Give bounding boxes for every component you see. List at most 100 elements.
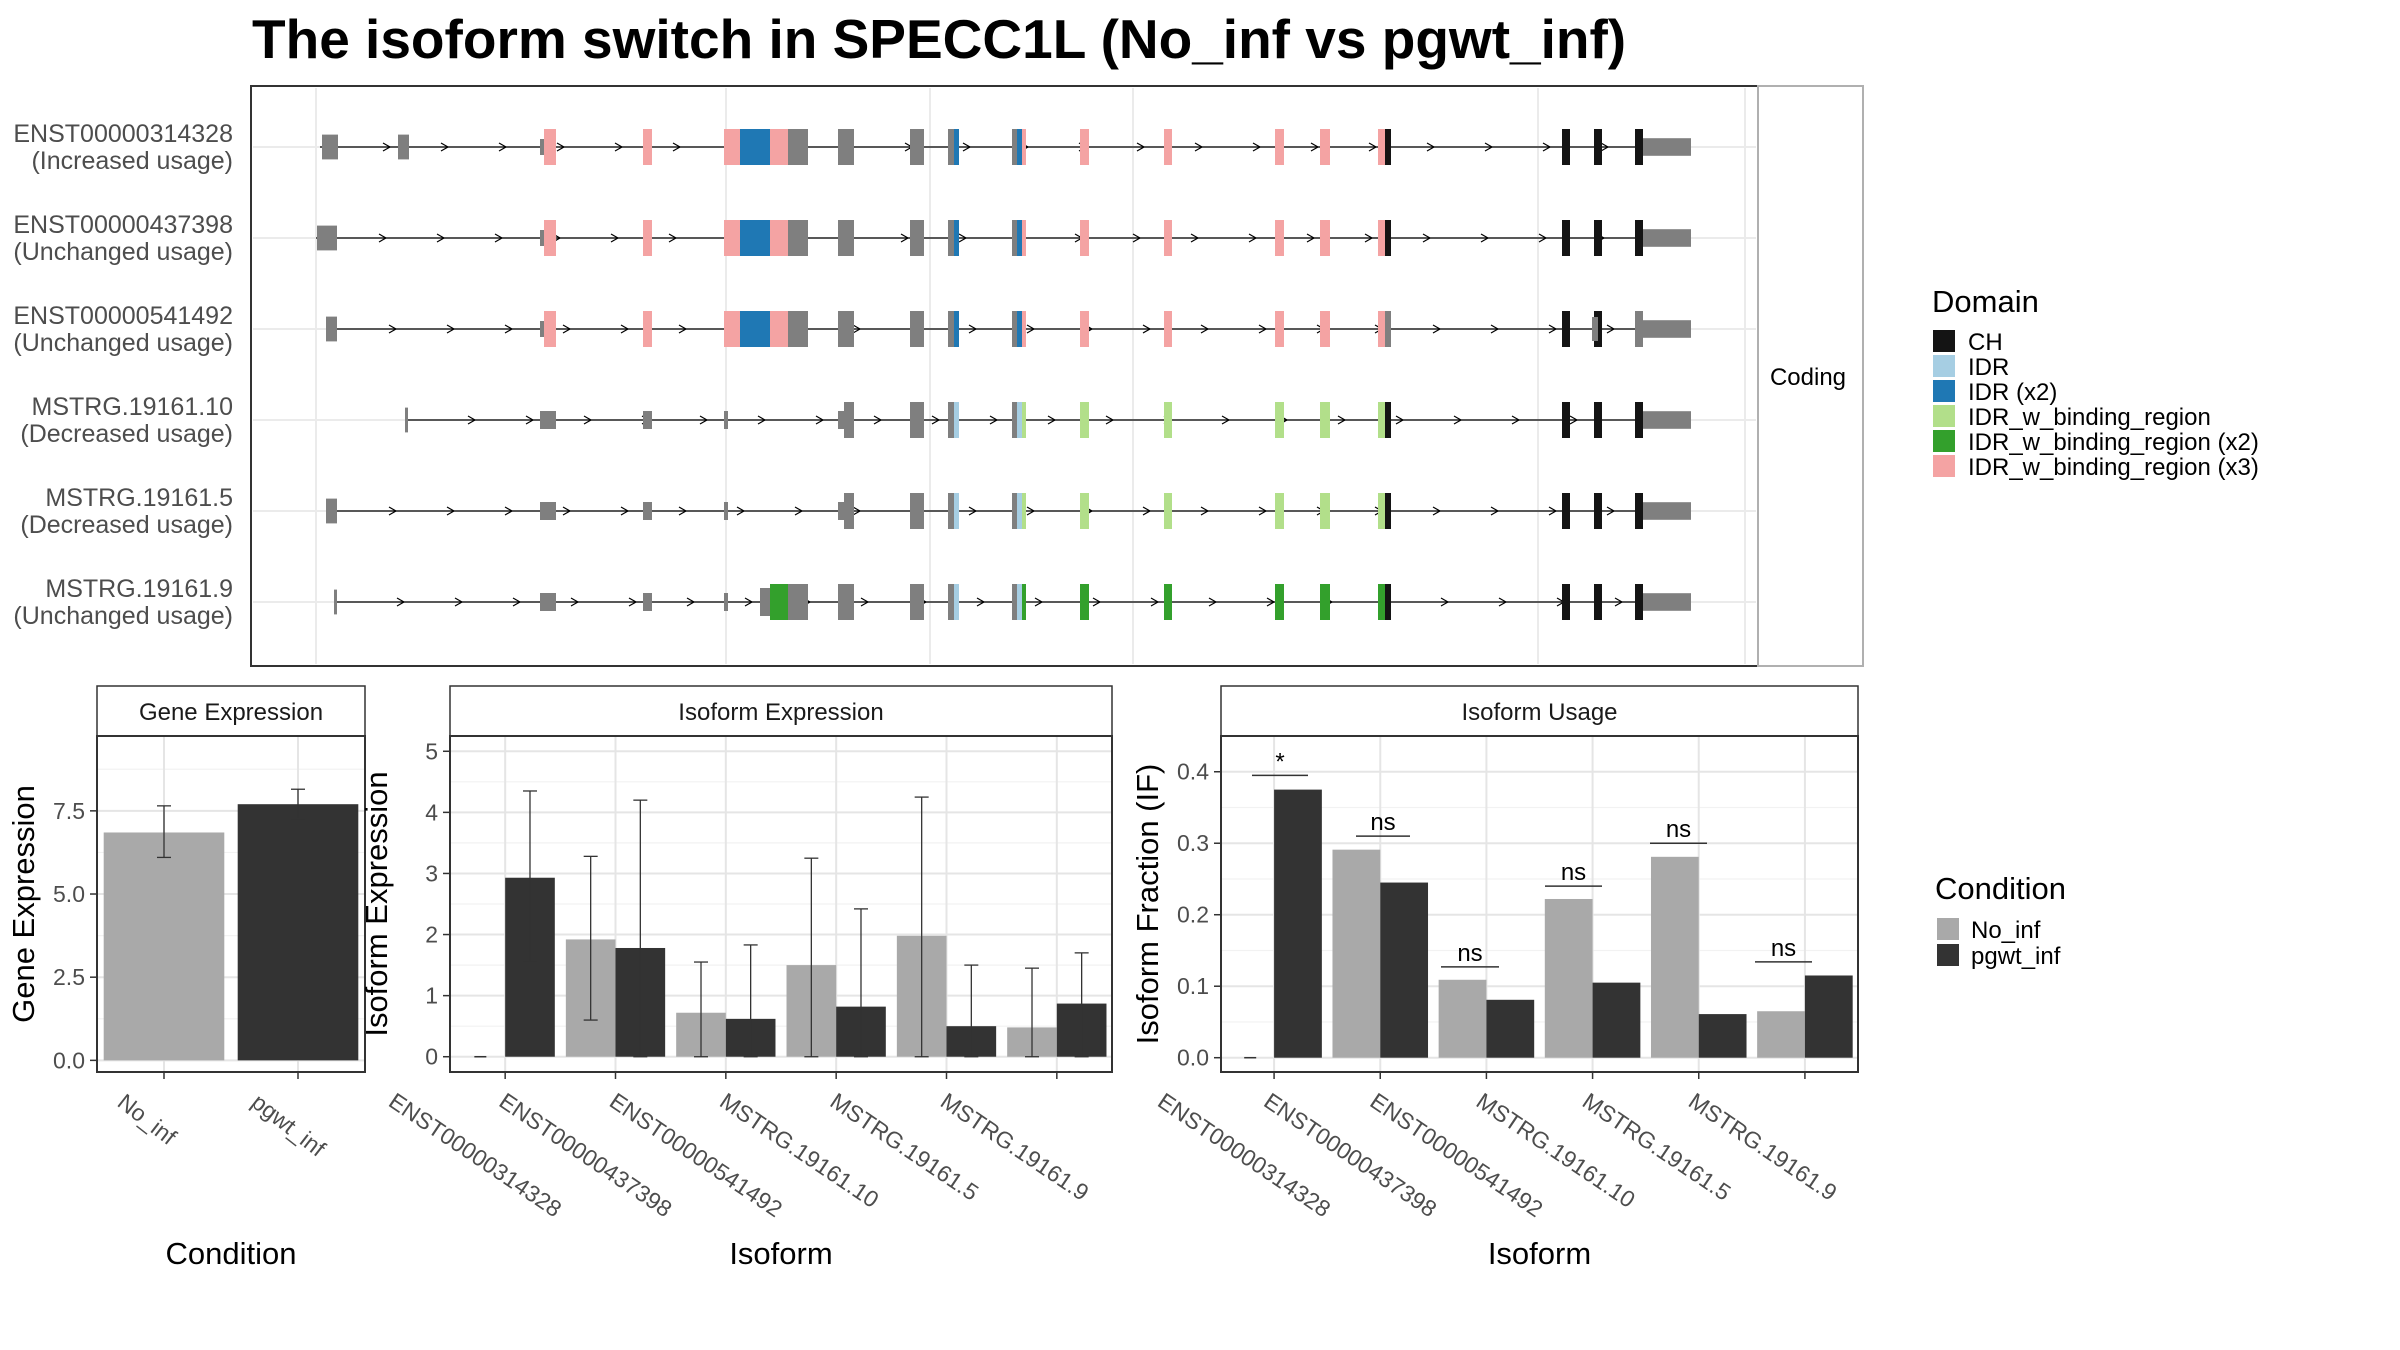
transcript-MSTRG.19161.9 — [334, 584, 1691, 620]
intron-arrow — [454, 597, 464, 607]
domain-ch — [1635, 402, 1643, 438]
intron-arrow — [388, 324, 398, 334]
domain-legend-label: CH — [1968, 329, 2003, 356]
x-axis-title: Condition — [166, 1236, 297, 1271]
domain-idr-w-binding-region-x2- — [1080, 584, 1089, 620]
intron-arrow — [1208, 597, 1218, 607]
bar-no_inf — [1438, 979, 1487, 1058]
intron-arrow — [976, 597, 986, 607]
intron-arrow — [1221, 415, 1231, 425]
intron-arrow — [1538, 233, 1548, 243]
intron-arrow — [1266, 597, 1276, 607]
exon — [540, 502, 556, 520]
domain-ch — [1385, 129, 1391, 165]
exon — [1012, 129, 1017, 165]
isoform-usage-label: (Decreased usage) — [20, 511, 233, 539]
domain-idr-w-binding-region-x3- — [1320, 129, 1330, 165]
domain-idr-w-binding-region-x3- — [544, 129, 556, 165]
intron-arrow — [620, 506, 630, 516]
intron-arrow — [436, 233, 446, 243]
transcript-ENST00000437398 — [316, 220, 1691, 256]
significance-label: ns — [1370, 809, 1395, 836]
exon — [724, 502, 728, 520]
domain-idr-x2- — [1017, 129, 1022, 165]
isoform-row-label: ENST00000314328 — [13, 120, 233, 148]
exon — [910, 493, 924, 529]
domain-idr-w-binding-region-x3- — [1080, 129, 1089, 165]
panel-border — [96, 735, 366, 1073]
intron-arrow — [668, 233, 678, 243]
domain-idr-w-binding-region-x3- — [1080, 311, 1089, 347]
exon — [1012, 311, 1017, 347]
bar-pgwt_inf — [1486, 999, 1535, 1058]
intron-arrow — [1200, 506, 1210, 516]
intron-arrow — [815, 415, 825, 425]
intron-arrow — [699, 415, 709, 425]
intron-arrow — [678, 506, 688, 516]
intron-arrow — [614, 142, 624, 152]
domain-idr-w-binding-region — [1080, 493, 1089, 529]
exon — [838, 411, 844, 429]
domain-idr-w-binding-region-x3- — [724, 129, 740, 165]
isoform-usage-label: (Unchanged usage) — [13, 602, 233, 630]
bar-no_inf — [103, 832, 225, 1061]
domain-idr-w-binding-region-x3- — [770, 129, 788, 165]
exon — [844, 402, 854, 438]
exon — [910, 129, 924, 165]
domain-idr-w-binding-region-x3- — [1320, 311, 1330, 347]
intron-arrow — [1142, 506, 1152, 516]
intron-arrow — [382, 142, 392, 152]
intron-arrow — [440, 142, 450, 152]
domain-ch — [1562, 584, 1570, 620]
intron-arrow — [873, 415, 883, 425]
y-tick-label: 0.3 — [1177, 830, 1209, 856]
intron-arrow — [1136, 142, 1146, 152]
intron-arrow — [1306, 233, 1316, 243]
exon — [1643, 320, 1691, 338]
intron-arrow — [1150, 597, 1160, 607]
x-tick-label: ENST00000541492 — [1366, 1088, 1548, 1223]
domain-idr — [1017, 493, 1022, 529]
intron-arrow — [494, 233, 504, 243]
isoform-usage-label: (Unchanged usage) — [13, 238, 233, 266]
domain-idr-x2- — [1017, 311, 1022, 347]
isoform-row-label: MSTRG.19161.9 — [45, 575, 233, 603]
domain-ch — [1635, 220, 1643, 256]
isoform-usage-panel: Isoform Usage 0.0 0.1 0.2 0.3 0.4 ENST00000314… — [1130, 685, 1859, 1271]
bar-pgwt_inf — [1804, 975, 1853, 1058]
domain-idr-w-binding-region — [1378, 493, 1385, 529]
y-axis-title: Isoform Fraction (IF) — [1130, 764, 1165, 1045]
isoform-usage-label: (Increased usage) — [31, 147, 233, 175]
transcript-MSTRG.19161.10 — [405, 402, 1691, 438]
intron-arrow — [736, 506, 746, 516]
bar-pgwt_inf — [1698, 1014, 1747, 1058]
intron-arrow — [1422, 233, 1432, 243]
domain-ch — [1594, 220, 1602, 256]
bar-pgwt_inf — [1274, 789, 1322, 1058]
domain-ch — [1594, 493, 1602, 529]
intron-arrow — [1498, 597, 1508, 607]
panel-title: Isoform Usage — [1461, 699, 1617, 726]
exon — [1012, 220, 1017, 256]
domain-ch — [1562, 220, 1570, 256]
domain-idr — [954, 584, 959, 620]
intron-arrow — [1511, 415, 1521, 425]
exon — [788, 129, 808, 165]
intron-arrow — [852, 506, 862, 516]
intron-arrow — [1092, 597, 1102, 607]
x-tick-label: ENST00000314328 — [1153, 1088, 1335, 1223]
intron-arrow — [686, 597, 696, 607]
intron-arrow — [1490, 324, 1500, 334]
domain-idr-x2- — [1017, 220, 1022, 256]
intron-arrow — [556, 142, 566, 152]
intron-arrow — [744, 597, 754, 607]
intron-arrow — [900, 233, 910, 243]
isoform-expression-panel: Isoform Expression012345ENST00000314328E… — [359, 685, 1113, 1271]
domain-idr-w-binding-region-x3- — [1164, 220, 1172, 256]
x-tick-label: ENST00000437398 — [1259, 1088, 1441, 1223]
exon — [788, 311, 808, 347]
isoform-structure-panel: ENST00000314328(Increased usage) ENST0000… — [13, 88, 1756, 664]
